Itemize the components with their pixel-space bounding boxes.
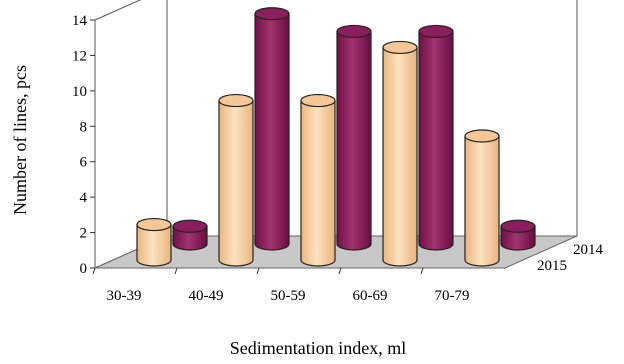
bar-body bbox=[218, 99, 254, 267]
bar-body bbox=[254, 13, 290, 251]
y-tick-label: 8 bbox=[80, 119, 88, 135]
bar-body bbox=[172, 225, 208, 251]
x-tick bbox=[420, 267, 424, 275]
y-tick-label: 12 bbox=[72, 48, 87, 64]
y-axis: 0 2 4 6 8 10 12 14 bbox=[72, 13, 95, 277]
bar-top bbox=[218, 93, 254, 108]
bar-top bbox=[136, 217, 172, 232]
x-tick-label: 30-39 bbox=[107, 288, 142, 304]
x-tick-label: 60-69 bbox=[353, 288, 388, 304]
bar-2015-50-59 bbox=[300, 93, 336, 267]
bar-2014-50-59 bbox=[336, 24, 372, 251]
y-tick-label: 4 bbox=[80, 190, 88, 206]
bar-body bbox=[382, 46, 418, 267]
bar-top bbox=[418, 24, 454, 39]
bar-body bbox=[464, 135, 500, 267]
x-tick-label: 40-49 bbox=[189, 288, 224, 304]
bar-body bbox=[136, 223, 172, 267]
bar-top bbox=[500, 219, 536, 233]
y-tick-label: 2 bbox=[80, 226, 88, 242]
bar-top bbox=[382, 40, 418, 55]
x-tick bbox=[174, 267, 178, 275]
x-tick bbox=[338, 267, 342, 275]
bar-top bbox=[254, 7, 290, 21]
bar-2014-40-49 bbox=[254, 7, 290, 251]
y-tick-label: 6 bbox=[80, 155, 88, 171]
bar-body bbox=[500, 225, 536, 251]
bar-body bbox=[336, 30, 372, 251]
depth-label: 2014 bbox=[573, 242, 604, 258]
bar-2014-70-79 bbox=[500, 219, 536, 251]
bar-2015-70-79 bbox=[464, 129, 500, 267]
bar-2015-30-39 bbox=[136, 217, 172, 267]
x-tick bbox=[92, 267, 96, 275]
x-tick-label: 50-59 bbox=[271, 288, 306, 304]
depth-axis: 2015 2014 bbox=[537, 242, 604, 274]
bar-body bbox=[300, 99, 336, 267]
x-axis-title: Sedimentation index, ml bbox=[230, 338, 406, 358]
bar-2015-40-49 bbox=[218, 93, 254, 267]
x-tick-label: 70-79 bbox=[435, 288, 470, 304]
depth-label: 2015 bbox=[537, 258, 567, 274]
y-tick-label: 14 bbox=[72, 13, 88, 29]
y-tick-label: 10 bbox=[72, 84, 87, 100]
bars bbox=[136, 7, 536, 267]
x-tick bbox=[256, 267, 260, 275]
bar-top bbox=[172, 219, 208, 233]
bar-top bbox=[300, 93, 336, 108]
bar-top bbox=[464, 129, 500, 143]
bar-2014-60-69 bbox=[418, 24, 454, 251]
bar-2014-30-39 bbox=[172, 219, 208, 251]
x-axis: 30-39 40-49 50-59 60-69 70-79 bbox=[92, 267, 470, 304]
bar-2015-60-69 bbox=[382, 40, 418, 267]
bar-top bbox=[336, 24, 372, 39]
y-tick-label: 0 bbox=[80, 261, 88, 277]
bar-body bbox=[418, 30, 454, 251]
y-axis-title: Number of lines, pcs bbox=[10, 65, 30, 215]
